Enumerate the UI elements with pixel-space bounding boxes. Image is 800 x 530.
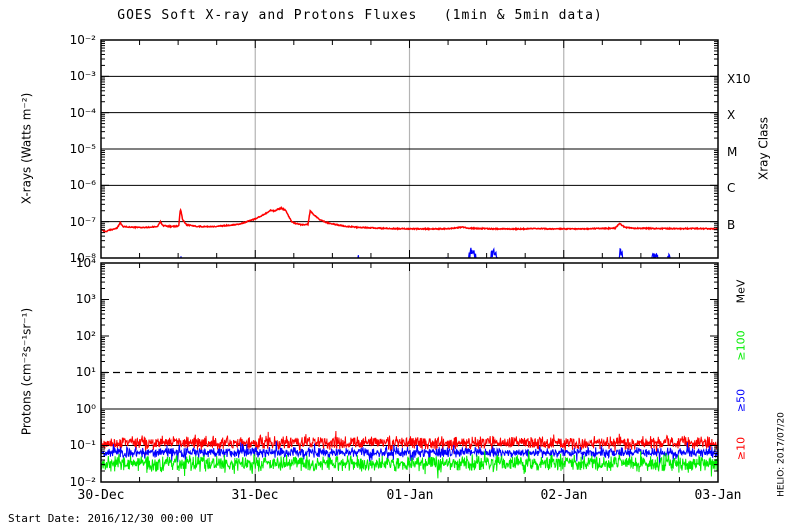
class-label-m: M	[727, 145, 738, 159]
xray-long-trace	[101, 205, 718, 233]
xray-ytick-1e-2: 10⁻²	[69, 33, 96, 47]
class-label-x10: X10	[727, 72, 751, 86]
protons-ge-100MeV-trace	[101, 450, 718, 479]
xray-short-burst	[667, 252, 671, 258]
xray-short-burst	[357, 255, 360, 258]
protons-ge-10MeV-trace	[101, 430, 718, 457]
proton-ytick-1e4: 10⁴	[75, 256, 96, 270]
xray-ytick-1e-5: 10⁻⁵	[69, 142, 96, 156]
xray-short-burst	[468, 247, 477, 258]
xray-short-burst	[489, 247, 499, 258]
proton-ytick-1e-1: 10⁻¹	[69, 438, 96, 452]
xray-short-burst	[651, 252, 661, 258]
proton-ytick-1e2: 10²	[75, 329, 96, 343]
xtick-03-jan: 03-Jan	[694, 488, 742, 503]
proton-ytick-1e3: 10³	[75, 292, 96, 306]
xray-short-burst	[180, 256, 182, 258]
xray-ytick-1e-4: 10⁻⁴	[69, 106, 96, 120]
xtick-02-jan: 02-Jan	[540, 488, 588, 503]
xray-ytick-1e-8: 10⁻⁸	[69, 251, 96, 265]
protons-ge-50MeV-trace	[101, 441, 718, 465]
xray-short-series-group	[180, 247, 671, 258]
xtick-31-dec: 31-Dec	[231, 488, 279, 503]
xray-short-burst	[618, 247, 624, 258]
proton-series-group	[101, 430, 718, 479]
xray-ytick-1e-6: 10⁻⁶	[69, 178, 96, 192]
proton-ytick-1e1: 10¹	[75, 365, 96, 379]
xtick-30-dec: 30-Dec	[77, 488, 125, 503]
page-title: GOES Soft X-ray and Protons Fluxes (1min…	[117, 8, 603, 23]
proton-ytick-1e-2: 10⁻²	[69, 475, 96, 489]
xtick-01-jan: 01-Jan	[386, 488, 434, 503]
xray-long-series-group	[101, 205, 718, 233]
xray-ytick-1e-7: 10⁻⁷	[69, 215, 96, 229]
class-label-c: C	[727, 181, 736, 195]
start-date-label: Start Date: 2016/12/30 00:00 UT	[8, 512, 214, 525]
class-label-b: B	[727, 218, 736, 232]
xray-ytick-1e-3: 10⁻³	[69, 69, 96, 83]
proton-ytick-1e0: 10⁰	[75, 402, 96, 416]
class-label-x: X	[727, 108, 736, 122]
